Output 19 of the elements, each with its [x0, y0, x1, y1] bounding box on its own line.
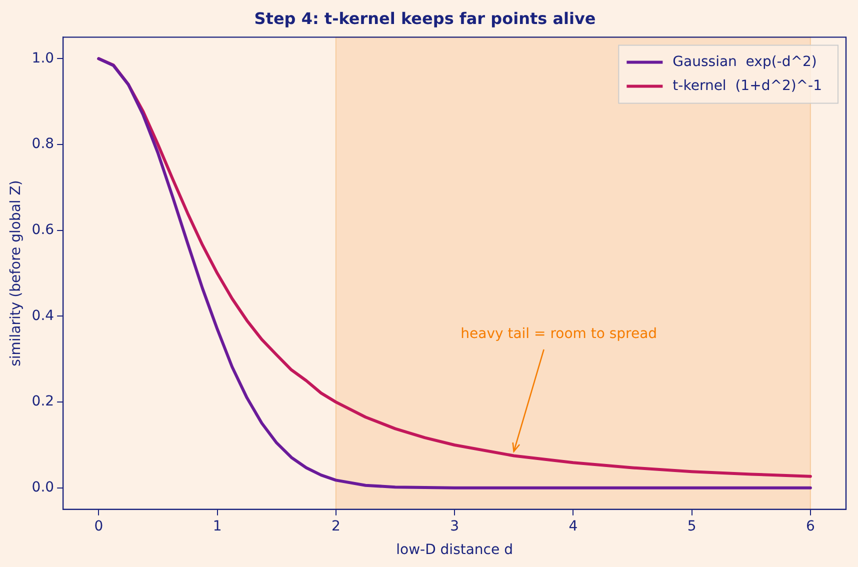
x-tick-label: 3	[450, 518, 459, 534]
x-tick-label: 6	[806, 518, 815, 534]
x-tick-label: 2	[331, 518, 340, 534]
x-tick-label: 0	[94, 518, 104, 534]
y-tick-label: 0.6	[32, 222, 54, 238]
y-tick-label: 0.2	[32, 394, 54, 410]
annotation: heavy tail = room to spread	[460, 326, 658, 342]
x-axis-title: low-D distance d	[396, 542, 513, 558]
chart-title: Step 4: t-kernel keeps far points alive	[254, 8, 596, 28]
y-tick-label: 0.0	[32, 480, 54, 496]
legend-label: Gaussian exp(-d^2)	[672, 54, 817, 70]
y-axis-title: similarity (before global Z)	[8, 180, 24, 366]
x-tick-label: 5	[687, 518, 696, 534]
x-tick-label: 1	[212, 518, 222, 534]
x-tick-label: 4	[568, 518, 578, 534]
legend-label: t-kernel (1+d^2)^-1	[672, 78, 822, 94]
y-tick-label: 0.8	[32, 136, 54, 152]
y-tick-label: 1.0	[32, 50, 54, 66]
y-tick-label: 0.4	[32, 308, 54, 324]
